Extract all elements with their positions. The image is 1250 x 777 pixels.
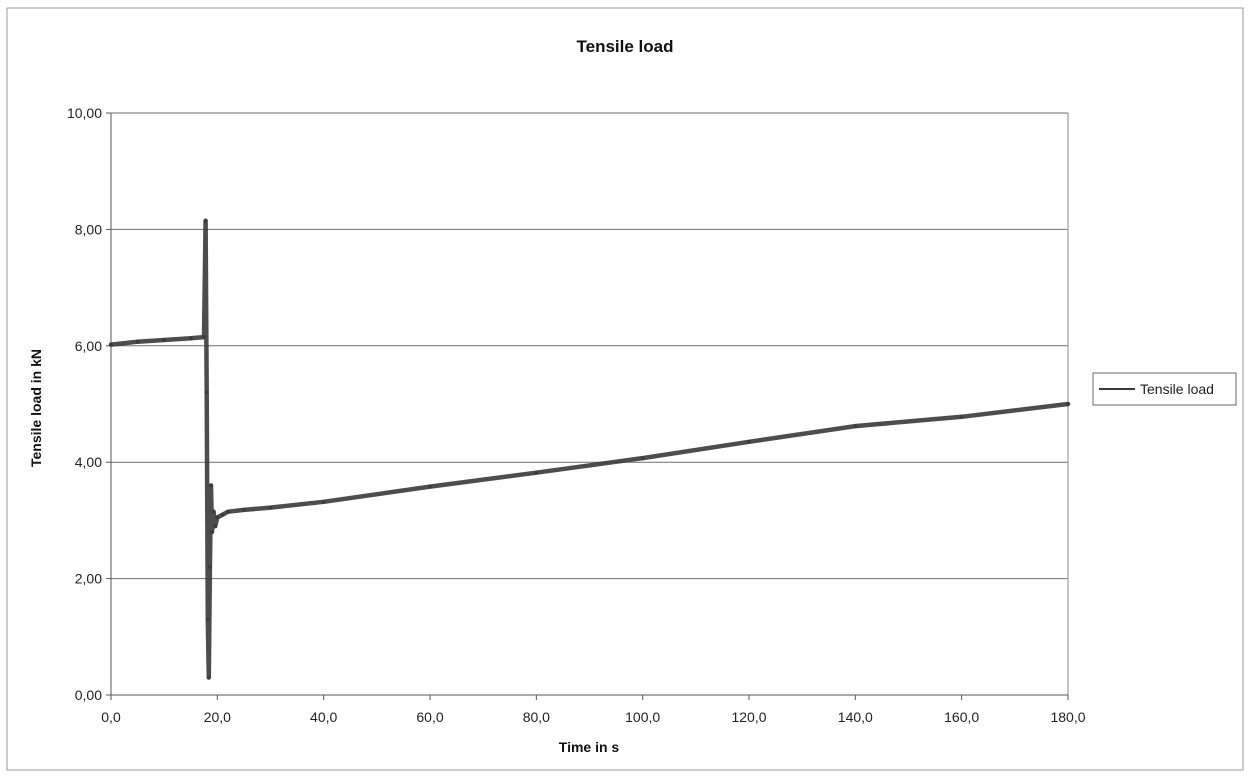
data-point	[162, 338, 166, 342]
series-layer	[108, 218, 1071, 680]
y-tick-label: 6,00	[75, 338, 102, 354]
data-point	[202, 335, 206, 339]
data-point	[220, 512, 225, 517]
x-tick-label: 100,0	[625, 709, 660, 725]
plot-area	[111, 113, 1068, 695]
data-point	[208, 565, 212, 569]
data-point	[209, 483, 213, 488]
x-tick-label: 60,0	[416, 709, 443, 725]
data-point	[135, 339, 140, 344]
y-axis-title: Tensile load in kN	[28, 349, 44, 467]
data-point	[207, 675, 211, 680]
legend-label-tensile-load: Tensile load	[1140, 381, 1214, 397]
x-axis-title: Time in s	[559, 739, 620, 755]
x-tick-label: 160,0	[944, 709, 979, 725]
data-point	[204, 390, 209, 395]
data-point	[226, 509, 230, 514]
data-point	[959, 415, 964, 419]
data-point	[109, 342, 113, 347]
y-axis-ticks: 0,00 2,00 4,00 6,00 8,00 10,00	[67, 105, 111, 703]
data-point	[321, 500, 326, 504]
legend: Tensile load	[1092, 372, 1237, 406]
data-point	[203, 218, 208, 223]
y-tick-label: 2,00	[75, 571, 102, 587]
data-point	[1066, 402, 1070, 406]
data-point	[215, 515, 220, 520]
data-point	[210, 530, 214, 534]
data-point	[242, 508, 246, 512]
x-tick-label: 40,0	[310, 709, 337, 725]
data-point	[211, 509, 216, 514]
x-tick-label: 0,0	[101, 709, 121, 725]
data-point	[206, 617, 210, 622]
data-point	[534, 470, 539, 475]
x-tick-label: 20,0	[204, 709, 231, 725]
x-axis-ticks: 0,0 20,0 40,0 60,0 80,0 100,0 120,0 140,0 160,0 1…	[101, 695, 1086, 725]
data-point	[747, 440, 751, 444]
chart-title: Tensile load	[577, 37, 674, 56]
x-tick-label: 140,0	[838, 709, 873, 725]
plot-background	[111, 113, 1068, 695]
y-tick-label: 10,00	[67, 105, 102, 121]
data-point	[189, 336, 193, 341]
y-tick-label: 4,00	[75, 454, 102, 470]
data-point	[428, 484, 432, 489]
x-tick-label: 180,0	[1050, 709, 1085, 725]
x-tick-label: 80,0	[523, 709, 550, 725]
gridlines	[111, 112, 1068, 580]
data-point	[213, 524, 217, 528]
data-point	[640, 456, 645, 460]
data-point	[853, 424, 858, 428]
data-point	[268, 505, 273, 510]
x-tick-label: 120,0	[731, 709, 766, 725]
y-tick-label: 0,00	[75, 687, 102, 703]
y-tick-label: 8,00	[75, 221, 102, 237]
